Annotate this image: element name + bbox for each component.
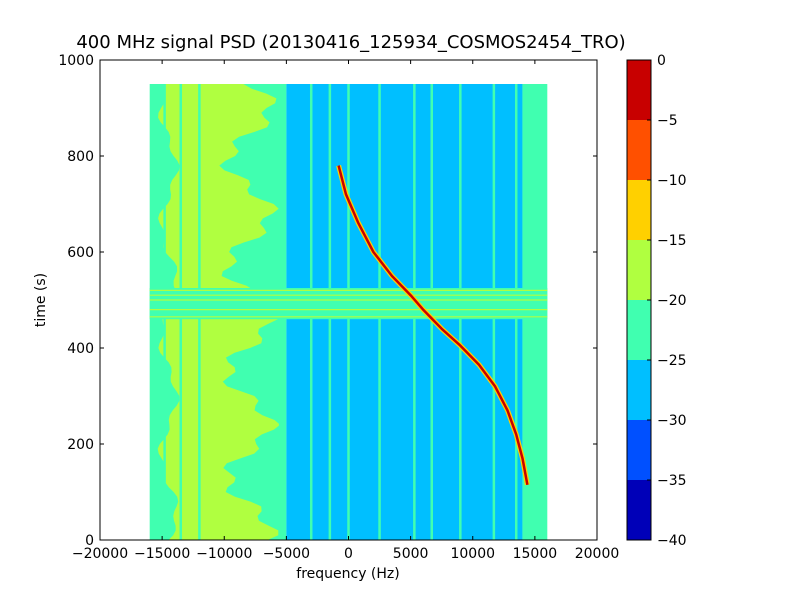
x-tick-label: 0: [344, 546, 353, 562]
colorbar-tick-label: −5: [657, 113, 678, 129]
x-axis-label: frequency (Hz): [296, 566, 399, 582]
y-tick-label: 1000: [58, 53, 94, 69]
x-tick-label: −5000: [263, 546, 310, 562]
colorbar-tick-label: 0: [657, 53, 666, 69]
y-tick-label: 800: [67, 149, 94, 165]
colorbar-tick-label: −20: [657, 293, 687, 309]
x-tick-label: −20000: [72, 546, 128, 562]
colorbar-tick-label: −10: [657, 173, 687, 189]
y-axis-label: time (s): [33, 273, 49, 327]
axes: −20000 −15000 −10000 −5000 0 5000 10000 15000 20…: [58, 53, 619, 562]
colorbar-tick-label: −25: [657, 353, 687, 369]
x-tick-label: −10000: [196, 546, 252, 562]
colorbar-segment: [627, 240, 651, 300]
colorbar-segment: [627, 420, 651, 480]
y-tick-label: 600: [67, 245, 94, 261]
colorbar: −40 −35 −30 −25 −20 −15 −10 −5 0: [626, 53, 687, 549]
colorbar-segment: [627, 300, 651, 360]
y-tick-label: 400: [67, 341, 94, 357]
colorbar-tick-label: −40: [657, 533, 687, 549]
colorbar-tick-label: −15: [657, 233, 687, 249]
colorbar-segment: [627, 360, 651, 420]
y-tick-label: 200: [67, 437, 94, 453]
y-tick-label: 0: [85, 533, 94, 549]
x-tick-label: 5000: [393, 546, 429, 562]
colorbar-tick-label: −35: [657, 473, 687, 489]
plot-area: [149, 84, 548, 540]
colorbar-segment: [627, 180, 651, 240]
x-tick-label: −15000: [134, 546, 190, 562]
colorbar-tick-label: −30: [657, 413, 687, 429]
colorbar-segment: [627, 480, 651, 540]
colorbar-segment: [627, 120, 651, 180]
x-tick-label: 20000: [575, 546, 620, 562]
signal-trace: [337, 165, 529, 486]
x-tick-label: 15000: [513, 546, 558, 562]
colorbar-segment: [627, 60, 651, 120]
x-tick-label: 10000: [450, 546, 495, 562]
chart-title: 400 MHz signal PSD (20130416_125934_COSM…: [76, 32, 625, 53]
